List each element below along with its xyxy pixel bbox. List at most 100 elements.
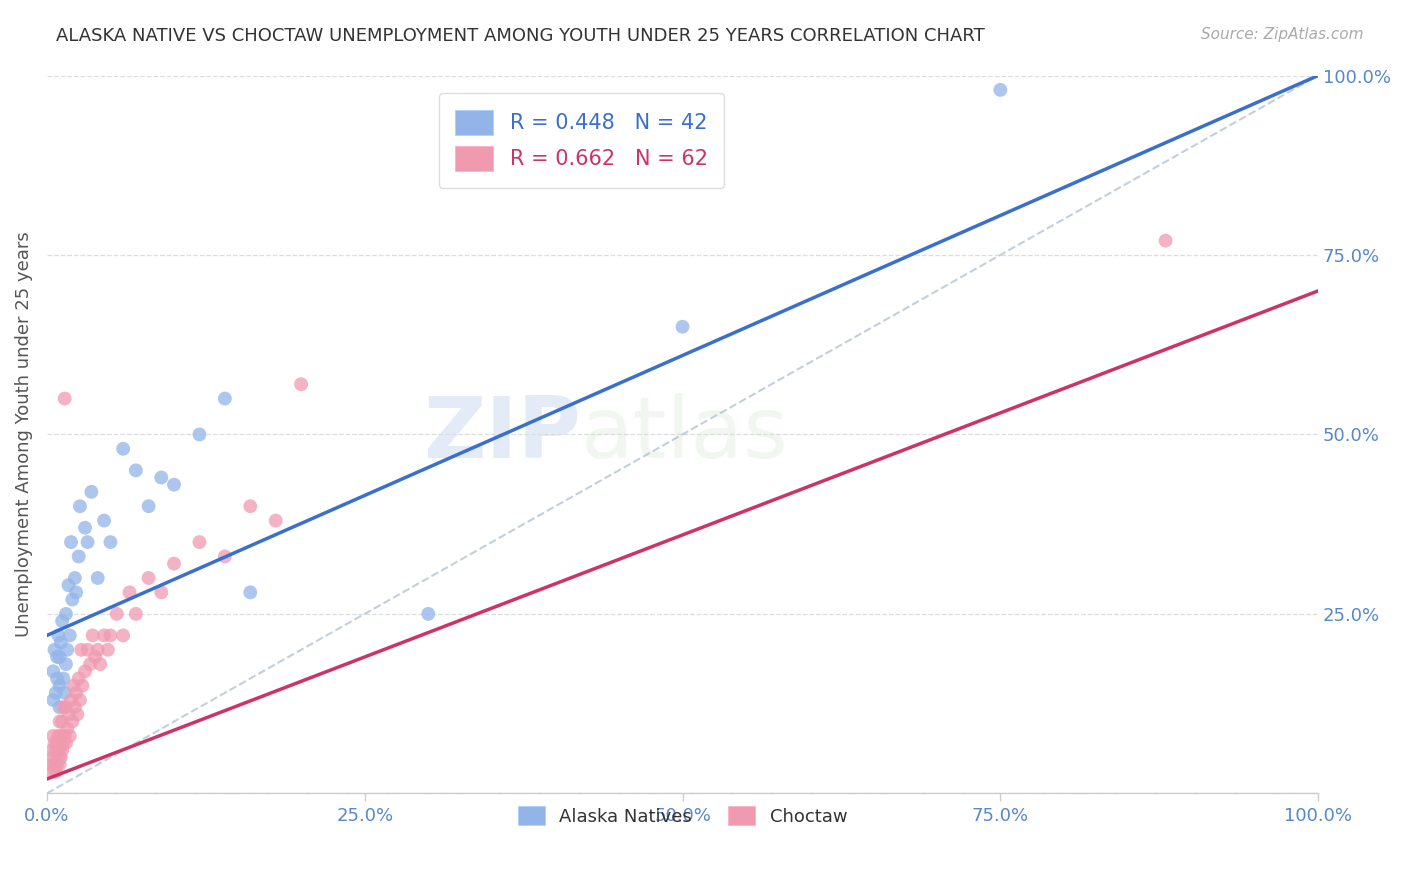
Point [72, 679, 94, 693]
Point [264, 514, 287, 528]
Point [239, 500, 262, 514]
Point [49, 635, 72, 649]
Point [46, 672, 69, 686]
Point [150, 470, 173, 484]
Point [48, 679, 70, 693]
Point [69, 693, 91, 707]
Point [65, 686, 87, 700]
Point [97, 642, 120, 657]
Point [112, 628, 135, 642]
Point [48, 714, 70, 729]
Point [60, 592, 83, 607]
Point [51, 614, 73, 628]
Point [69, 500, 91, 514]
Point [65, 585, 87, 599]
Point [112, 442, 135, 456]
Point [51, 714, 73, 729]
Point [52, 736, 75, 750]
Point [89, 657, 111, 672]
Point [52, 672, 75, 686]
Point [60, 714, 83, 729]
Point [45, 686, 67, 700]
Point [70, 642, 93, 657]
Point [60, 535, 83, 549]
Point [42, 665, 65, 679]
Point [51, 743, 73, 757]
Point [73, 521, 96, 535]
Point [163, 557, 186, 571]
Point [48, 757, 70, 772]
Point [80, 484, 103, 499]
Point [76, 642, 98, 657]
Text: ALASKA NATIVE VS CHOCTAW UNEMPLOYMENT AMONG YOUTH UNDER 25 YEARS CORRELATION CHA: ALASKA NATIVE VS CHOCTAW UNEMPLOYMENT AM… [56, 27, 986, 45]
Point [214, 549, 236, 564]
Point [55, 657, 77, 672]
Point [73, 665, 96, 679]
Point [76, 535, 98, 549]
Point [188, 535, 211, 549]
Point [63, 571, 86, 585]
Point [138, 500, 160, 514]
Point [418, 607, 440, 621]
Point [58, 578, 80, 592]
Point [59, 628, 82, 642]
Legend: Alaska Natives, Choctaw: Alaska Natives, Choctaw [509, 797, 856, 835]
Point [49, 729, 72, 743]
Point [55, 700, 77, 714]
Point [67, 549, 90, 564]
Point [214, 392, 236, 406]
Point [46, 729, 69, 743]
Point [46, 628, 69, 642]
Point [55, 736, 77, 750]
Point [100, 535, 122, 549]
Point [62, 679, 84, 693]
Point [45, 743, 67, 757]
Point [42, 729, 65, 743]
Point [79, 657, 101, 672]
Point [48, 650, 70, 665]
Point [41, 743, 63, 757]
Point [163, 477, 186, 491]
Point [87, 571, 110, 585]
Point [56, 642, 79, 657]
Point [671, 319, 693, 334]
Point [55, 607, 77, 621]
Point [41, 764, 63, 779]
Point [53, 392, 76, 406]
Point [48, 743, 70, 757]
Point [150, 585, 173, 599]
Point [46, 757, 69, 772]
Point [87, 642, 110, 657]
Point [988, 83, 1011, 97]
Point [67, 672, 90, 686]
Point [125, 607, 148, 621]
Text: atlas: atlas [581, 393, 789, 476]
Point [82, 628, 104, 642]
Point [93, 628, 115, 642]
Text: ZIP: ZIP [423, 393, 581, 476]
Point [105, 607, 128, 621]
Point [188, 427, 211, 442]
Point [60, 693, 83, 707]
Point [52, 700, 75, 714]
Point [44, 757, 66, 772]
Point [84, 650, 107, 665]
Point [53, 686, 76, 700]
Point [45, 764, 67, 779]
Point [42, 693, 65, 707]
Point [125, 463, 148, 477]
Point [59, 729, 82, 743]
Point [63, 700, 86, 714]
Text: Source: ZipAtlas.com: Source: ZipAtlas.com [1201, 27, 1364, 42]
Point [100, 628, 122, 642]
Point [46, 750, 69, 764]
Point [290, 377, 312, 392]
Point [53, 729, 76, 743]
Point [49, 750, 72, 764]
Point [56, 722, 79, 736]
Point [58, 707, 80, 722]
Point [48, 700, 70, 714]
Point [239, 585, 262, 599]
Point [93, 514, 115, 528]
Point [44, 642, 66, 657]
